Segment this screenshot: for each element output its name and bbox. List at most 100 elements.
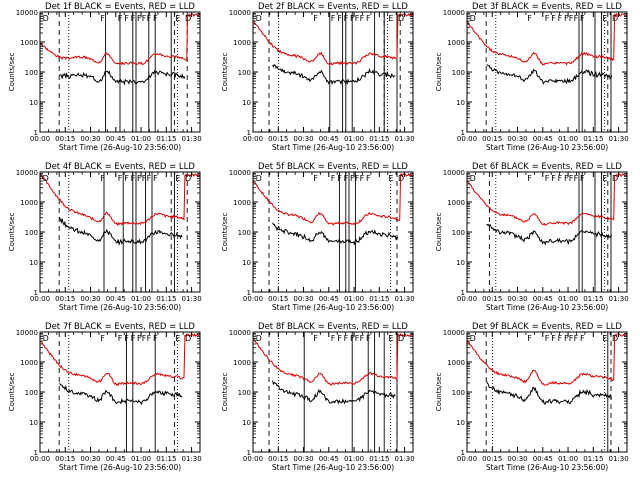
marker-label: F bbox=[580, 334, 585, 343]
marker-label: F bbox=[118, 14, 123, 23]
x-tick-label: 00:00 bbox=[30, 295, 50, 303]
y-tick-label: 100 bbox=[238, 229, 251, 237]
x-tick-label: 00:15 bbox=[55, 135, 75, 143]
y-tick-label: 10 bbox=[456, 259, 465, 267]
y-tick-label: 100 bbox=[25, 389, 38, 397]
series-lld-line bbox=[466, 173, 628, 227]
y-axis-label: Counts/sec bbox=[8, 213, 16, 252]
x-tick-label: 00:30 bbox=[507, 135, 527, 143]
marker-label: D bbox=[398, 334, 404, 343]
x-tick-label: 00:45 bbox=[533, 455, 553, 463]
marker-label: F bbox=[131, 14, 136, 23]
y-tick-label: 100 bbox=[25, 69, 38, 77]
marker-label: F bbox=[153, 334, 158, 343]
x-tick-label: 00:00 bbox=[30, 455, 50, 463]
y-tick-label: 10 bbox=[456, 419, 465, 427]
chart-panel-1: Det 1f BLACK = Events, RED = LLD Counts/s… bbox=[8, 2, 202, 152]
x-axis-label: Start Time (26-Aug-10 23:56:00) bbox=[272, 143, 394, 152]
plot-frame bbox=[466, 171, 628, 293]
x-axis-label: Start Time (26-Aug-10 23:56:00) bbox=[59, 303, 181, 312]
marker-label: F bbox=[545, 14, 550, 23]
y-tick-label: 10 bbox=[29, 99, 38, 107]
marker-label: F bbox=[350, 174, 355, 183]
marker-label: F bbox=[366, 334, 371, 343]
y-tick-label: 10000 bbox=[229, 169, 251, 177]
x-tick-label: 00:45 bbox=[319, 455, 339, 463]
y-axis-label: Counts/sec bbox=[435, 53, 443, 92]
y-tick-label: 10000 bbox=[16, 9, 38, 17]
marker-label: E bbox=[388, 174, 393, 183]
series-events-line bbox=[272, 380, 396, 405]
series-lld-line bbox=[39, 172, 201, 227]
x-tick-label: 01:00 bbox=[131, 455, 151, 463]
x-tick-label: 00:15 bbox=[268, 135, 288, 143]
x-axis-label: Start Time (26-Aug-10 23:56:00) bbox=[272, 463, 394, 472]
series-events-line bbox=[272, 63, 396, 86]
y-axis-label: Counts/sec bbox=[221, 213, 229, 252]
marker-label: F bbox=[331, 14, 336, 23]
marker-label: D bbox=[470, 174, 476, 183]
marker-label: F bbox=[344, 174, 349, 183]
marker-label: F bbox=[124, 334, 129, 343]
series-events-line bbox=[486, 381, 613, 405]
x-tick-label: 01:30 bbox=[608, 455, 628, 463]
chart-title: Det 3f BLACK = Events, RED = LLD bbox=[472, 2, 622, 12]
marker-label: F bbox=[574, 334, 579, 343]
marker-label: F bbox=[564, 334, 569, 343]
marker-label: F bbox=[131, 334, 136, 343]
y-tick-label: 1 bbox=[461, 289, 465, 297]
y-axis-label: Counts/sec bbox=[8, 53, 16, 92]
marker-label: D bbox=[470, 14, 476, 23]
marker-label: F bbox=[337, 334, 342, 343]
marker-label: F bbox=[545, 174, 550, 183]
x-tick-label: 01:00 bbox=[344, 455, 364, 463]
series-lld-line bbox=[466, 12, 628, 66]
marker-label: F bbox=[360, 14, 365, 23]
series-events-line bbox=[486, 223, 613, 246]
marker-label: F bbox=[551, 14, 556, 23]
chart-panel-5: Det 5f BLACK = Events, RED = LLD Counts/s… bbox=[221, 162, 415, 312]
marker-label: F bbox=[574, 14, 579, 23]
x-tick-label: 00:00 bbox=[457, 295, 477, 303]
x-tick-label: 00:15 bbox=[55, 295, 75, 303]
marker-label: F bbox=[564, 14, 569, 23]
plot-frame bbox=[39, 171, 201, 293]
x-tick-label: 01:30 bbox=[394, 455, 414, 463]
marker-label: F bbox=[118, 174, 123, 183]
marker-label: F bbox=[124, 14, 129, 23]
x-tick-label: 00:30 bbox=[293, 135, 313, 143]
marker-lines bbox=[268, 172, 398, 292]
marker-label: F bbox=[337, 14, 342, 23]
y-tick-label: 1 bbox=[461, 129, 465, 137]
x-axis-label: Start Time (26-Aug-10 23:56:00) bbox=[486, 303, 608, 312]
marker-label: F bbox=[118, 334, 123, 343]
marker-label: F bbox=[360, 334, 365, 343]
marker-label: D bbox=[43, 174, 49, 183]
marker-label: F bbox=[153, 174, 158, 183]
marker-lines bbox=[485, 332, 612, 452]
y-tick-label: 100 bbox=[452, 229, 465, 237]
marker-label: F bbox=[366, 174, 371, 183]
marker-label: D bbox=[398, 174, 404, 183]
marker-label: F bbox=[350, 334, 355, 343]
marker-label: F bbox=[337, 174, 342, 183]
marker-label: D bbox=[256, 14, 262, 23]
marker-label: F bbox=[360, 174, 365, 183]
marker-label: F bbox=[569, 174, 574, 183]
marker-label: D bbox=[470, 334, 476, 343]
y-tick-label: 1 bbox=[247, 129, 251, 137]
x-tick-label: 00:30 bbox=[293, 295, 313, 303]
y-axis-label: Counts/sec bbox=[435, 213, 443, 252]
plot-frame bbox=[252, 11, 414, 133]
y-tick-label: 10000 bbox=[16, 329, 38, 337]
x-tick-label: 01:15 bbox=[156, 135, 176, 143]
marker-label: D bbox=[43, 14, 49, 23]
marker-label: F bbox=[551, 174, 556, 183]
marker-label: F bbox=[580, 174, 585, 183]
marker-label: D bbox=[43, 334, 49, 343]
y-tick-label: 1000 bbox=[447, 359, 465, 367]
y-tick-label: 100 bbox=[25, 229, 38, 237]
x-tick-label: 01:30 bbox=[394, 135, 414, 143]
y-tick-label: 1 bbox=[34, 289, 38, 297]
